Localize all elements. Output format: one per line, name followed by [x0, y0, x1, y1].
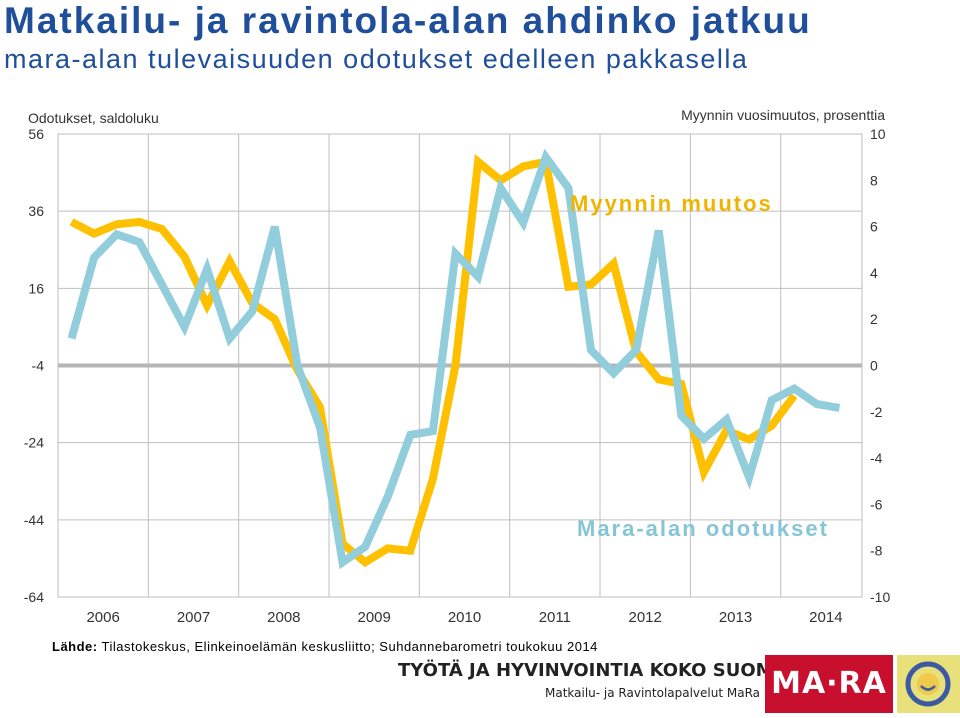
- source-note: Lähde: Tilastokeskus, Elinkeinoelämän ke…: [52, 639, 598, 654]
- x-tick-label: 2013: [719, 609, 752, 626]
- left-tick-label: 16: [28, 280, 44, 296]
- left-tick-label: 36: [28, 203, 44, 219]
- left-tick-label: -4: [32, 358, 45, 374]
- footer-org: Matkailu- ja Ravintolapalvelut MaRa ry: [545, 686, 776, 700]
- mara-logo: MA·RA: [765, 655, 893, 713]
- chart-grid: [57, 133, 863, 598]
- page-subtitle: mara-alan tulevaisuuden odotukset edelle…: [4, 44, 749, 74]
- right-tick-label: -10: [870, 589, 890, 605]
- right-tick-label: 6: [870, 219, 878, 235]
- smile-logo: [897, 655, 960, 713]
- annotation-mara-alan-odotukset: Mara-alan odotukset: [577, 516, 829, 541]
- x-tick-label: 2012: [629, 609, 662, 626]
- right-tick-label: 0: [870, 358, 878, 374]
- right-axis-title: Myynnin vuosimuutos, prosenttia: [681, 107, 885, 123]
- left-tick-label: -24: [24, 435, 44, 451]
- right-tick-label: 2: [870, 311, 878, 327]
- source-label: Lähde:: [52, 639, 98, 654]
- left-tick-label: 56: [28, 126, 44, 142]
- x-tick-label: 2008: [267, 609, 300, 626]
- line-chart: Odotukset, saldoluku Myynnin vuosimuutos…: [24, 107, 891, 626]
- footer-slogan: TYÖTÄ JA HYVINVOINTIA KOKO SUOMEEN: [398, 660, 814, 681]
- x-tick-label: 2009: [357, 609, 390, 626]
- right-tick-label: 10: [870, 126, 886, 142]
- left-axis-ticks: 56 36 16 -4 -24 -44 -64: [24, 126, 44, 605]
- x-tick-label: 2006: [86, 609, 119, 626]
- series-line-myynnin-muutos: [69, 154, 798, 568]
- x-tick-label: 2014: [809, 609, 842, 626]
- smile-logo-icon: [905, 661, 951, 707]
- x-tick-label: 2010: [448, 609, 481, 626]
- left-axis-title: Odotukset, saldoluku: [28, 110, 159, 126]
- x-tick-label: 2011: [539, 609, 571, 626]
- source-text: Tilastokeskus, Elinkeinoelämän keskuslii…: [101, 639, 598, 654]
- left-tick-label: -44: [24, 512, 44, 528]
- right-tick-label: -8: [870, 543, 883, 559]
- right-tick-label: 4: [870, 265, 878, 281]
- right-axis-ticks: 10 8 6 4 2 0 -2 -4 -6 -8 -10: [870, 126, 890, 605]
- x-tick-label: 2007: [177, 609, 210, 626]
- annotation-myynnin-muutos: Myynnin muutos: [570, 191, 773, 216]
- x-axis-ticks: 2006 2007 2008 2009 2010 2011 2012 2013 2014: [86, 609, 842, 626]
- series-line-mara-alan-odotukset: [67, 148, 841, 570]
- right-tick-label: -4: [870, 450, 883, 466]
- page-title: Matkailu- ja ravintola-alan ahdinko jatk…: [4, 0, 812, 41]
- right-tick-label: -6: [870, 496, 883, 512]
- right-tick-label: 8: [870, 172, 878, 188]
- left-tick-label: -64: [24, 589, 44, 605]
- series-layer: [67, 148, 841, 570]
- right-tick-label: -2: [870, 404, 883, 420]
